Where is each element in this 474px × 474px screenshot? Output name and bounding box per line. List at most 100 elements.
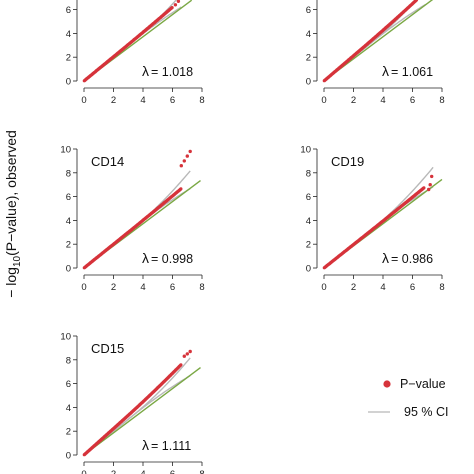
- expected-line: [83, 367, 201, 456]
- y-tick-label: 4: [66, 403, 71, 414]
- pvalue-point: [179, 164, 183, 168]
- panel-cd14: 0 2 4 6 8 0 2 4 6 8 10 CD14 λ = 0.998: [60, 145, 204, 294]
- pvalue-point: [185, 154, 189, 158]
- x-tick-label: 6: [410, 282, 415, 293]
- x-tick-label: 4: [140, 469, 145, 474]
- pvalue-point: [414, 0, 419, 2]
- y-tick-label: 6: [306, 192, 311, 203]
- x-tick-label: 2: [111, 282, 116, 293]
- y-tick-label: 2: [66, 427, 71, 438]
- lambda-value: = 1.018: [151, 65, 193, 79]
- x-tick-label: 0: [81, 469, 86, 474]
- lambda-symbol: λ: [142, 63, 149, 79]
- y-tick-label: 0: [66, 264, 71, 275]
- lambda-annotation: λ = 1.018: [142, 63, 193, 79]
- x-tick-label: 6: [170, 469, 175, 474]
- y-axis-label: − log10(P−value), observed: [3, 130, 23, 298]
- ylabel-pre: − log: [3, 267, 19, 298]
- y-tick-label: 0: [66, 451, 71, 462]
- x-tick-label: 4: [380, 95, 385, 106]
- panel-top-left: 024680246810λ= 1.018: [66, 0, 205, 106]
- x-tick-label: 0: [81, 95, 86, 106]
- lambda-annotation: λ = 0.986: [382, 250, 433, 266]
- x-tick-label: 8: [439, 95, 444, 106]
- svg-text:− log10(P−value), observed: − log10(P−value), observed: [3, 130, 23, 298]
- pvalue-point: [427, 187, 431, 192]
- x-tick-label: 8: [199, 469, 204, 474]
- lambda-value: = 1.061: [391, 65, 433, 79]
- y-tick-label: 8: [306, 168, 311, 179]
- lambda-symbol: λ: [382, 63, 389, 79]
- y-tick-label: 6: [66, 379, 71, 390]
- y-tick-label: 2: [306, 240, 311, 251]
- lambda-value: = 0.986: [391, 252, 433, 266]
- x-tick-label: 8: [439, 282, 444, 293]
- ylabel-post: (P−value), observed: [3, 130, 19, 256]
- pvalue-point: [185, 352, 189, 356]
- x-tick-label: 0: [81, 282, 86, 293]
- legend-points-label: P−value: [400, 377, 446, 391]
- x-tick-label: 2: [351, 282, 356, 293]
- y-tick-label: 4: [306, 29, 311, 40]
- y-tick-label: 8: [66, 355, 71, 366]
- pvalue-point: [170, 6, 174, 10]
- pvalue-point: [188, 149, 192, 154]
- y-tick-label: 4: [66, 29, 71, 40]
- y-tick-label: 0: [66, 77, 71, 88]
- x-tick-label: 6: [410, 95, 415, 106]
- pvalue-point: [182, 354, 186, 358]
- pvalue-point: [422, 186, 426, 190]
- y-tick-label: 6: [66, 5, 71, 16]
- pvalue-point: [179, 363, 183, 367]
- x-tick-label: 2: [351, 95, 356, 106]
- y-tick-label: 0: [306, 77, 311, 88]
- y-tick-label: 6: [306, 5, 311, 16]
- x-tick-label: 6: [170, 282, 175, 293]
- x-tick-label: 6: [170, 95, 175, 106]
- y-tick-label: 2: [66, 53, 71, 64]
- panels: 024680246810λ= 1.018024680246810λ= 1.061…: [60, 0, 445, 474]
- legend-ci-label: 95 % CI: [404, 405, 448, 419]
- lambda-value: = 0.998: [151, 252, 193, 266]
- pvalue-point: [430, 174, 434, 179]
- legend-point-marker: [383, 380, 391, 388]
- y-tick-label: 0: [306, 264, 311, 275]
- y-tick-label: 10: [300, 145, 311, 156]
- y-tick-label: 2: [306, 53, 311, 64]
- panel-title: CD14: [91, 154, 124, 169]
- x-tick-label: 8: [199, 95, 204, 106]
- y-tick-label: 10: [60, 145, 71, 156]
- y-tick-label: 8: [66, 168, 71, 179]
- pvalue-point: [179, 187, 183, 191]
- lambda-symbol: λ: [382, 250, 389, 266]
- lambda-annotation: λ = 1.111: [142, 437, 191, 453]
- y-tick-label: 2: [66, 240, 71, 251]
- pvalue-point: [188, 349, 192, 354]
- panel-top-right: 024680246810λ= 1.061: [306, 0, 445, 106]
- x-tick-label: 2: [111, 469, 116, 474]
- y-tick-label: 6: [66, 192, 71, 203]
- x-tick-label: 4: [140, 95, 145, 106]
- x-tick-label: 4: [380, 282, 385, 293]
- ylabel-sub: 10: [12, 255, 23, 267]
- lambda-annotation: λ = 1.061: [382, 63, 433, 79]
- y-tick-label: 10: [60, 332, 71, 343]
- lambda-annotation: λ = 0.998: [142, 250, 193, 266]
- legend: P−value 95 % CI: [368, 377, 448, 419]
- lambda-symbol: λ: [142, 250, 149, 266]
- panel-title: CD19: [331, 154, 364, 169]
- panel-title: CD15: [91, 341, 124, 356]
- pvalue-point: [428, 183, 432, 187]
- pvalue-point: [173, 3, 178, 7]
- x-tick-label: 8: [199, 282, 204, 293]
- y-tick-label: 4: [66, 216, 71, 227]
- y-tick-label: 4: [306, 216, 311, 227]
- lambda-value: = 1.111: [151, 439, 191, 453]
- x-tick-label: 2: [111, 95, 116, 106]
- x-tick-label: 0: [321, 282, 326, 293]
- pvalue-point: [182, 159, 186, 163]
- panel-cd15: 0 2 4 6 8 0 2 4 6 8 10 CD15 λ= 1.111: [60, 332, 204, 474]
- x-tick-label: 0: [321, 95, 326, 106]
- panel-cd19: 0 2 4 6 8 0 2 4 6 8 10 CD19 λ = 0.986: [300, 145, 444, 294]
